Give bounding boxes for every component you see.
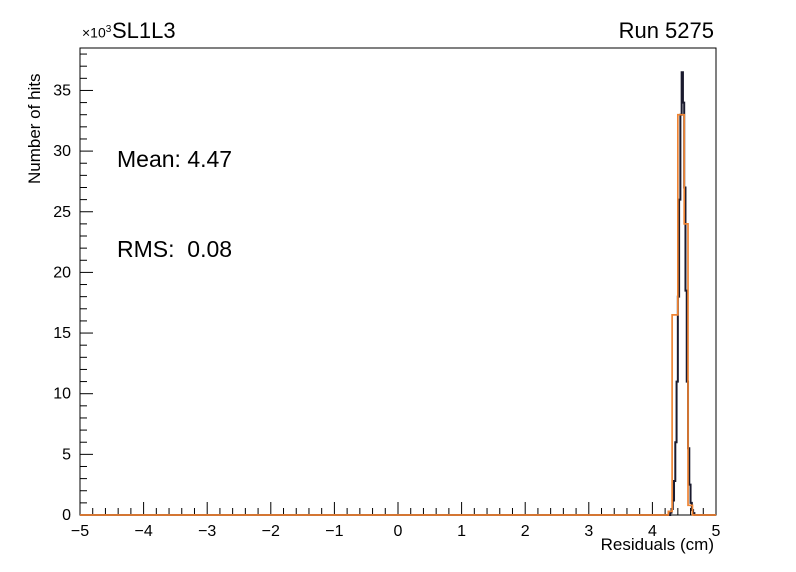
x-tick-label: 0	[394, 523, 403, 540]
y-tick-label: 25	[53, 204, 71, 221]
y-axis-multiplier: ×103	[82, 24, 111, 41]
histogram-path-black	[80, 71, 716, 516]
plot-title: SL1L3	[112, 18, 176, 43]
y-axis-multiplier-base: ×10	[82, 24, 106, 41]
stats-rms: RMS: 0.08	[117, 236, 233, 262]
stats-mean: Mean: 4.47	[117, 146, 233, 172]
x-tick-label: 2	[521, 523, 530, 540]
x-tick-label: 4	[648, 523, 657, 540]
histogram-path-orange	[80, 113, 716, 516]
y-tick-label: 0	[62, 507, 71, 524]
x-tick-label: −1	[325, 523, 343, 540]
x-tick-label: 5	[712, 523, 721, 540]
y-axis-title: Number of hits	[25, 73, 44, 184]
chart-render-layer: −5 −4 −3 −2 −1 0 1 2 3 4 5 0 5 10 15 20 25 30 35	[53, 47, 721, 540]
y-tick-label: 20	[53, 264, 71, 281]
x-axis-title: Residuals (cm)	[601, 535, 714, 554]
x-tick-label: −3	[198, 523, 216, 540]
y-tick-label: 30	[53, 143, 71, 160]
y-tick-label: 5	[62, 446, 71, 463]
x-tick-label: −5	[71, 523, 89, 540]
y-axis-multiplier-exponent: 3	[105, 24, 112, 35]
y-tick-label: 35	[53, 82, 71, 99]
y-tick-label: 15	[53, 325, 71, 342]
y-tick-label: 10	[53, 386, 71, 403]
stats-box: Mean: 4.47 RMS: 0.08	[117, 84, 232, 324]
x-tick-label: 1	[457, 523, 466, 540]
run-number-label: Run 5275	[618, 18, 714, 43]
x-tick-label: −4	[134, 523, 152, 540]
x-tick-label: 3	[584, 523, 593, 540]
x-tick-label: −2	[262, 523, 280, 540]
